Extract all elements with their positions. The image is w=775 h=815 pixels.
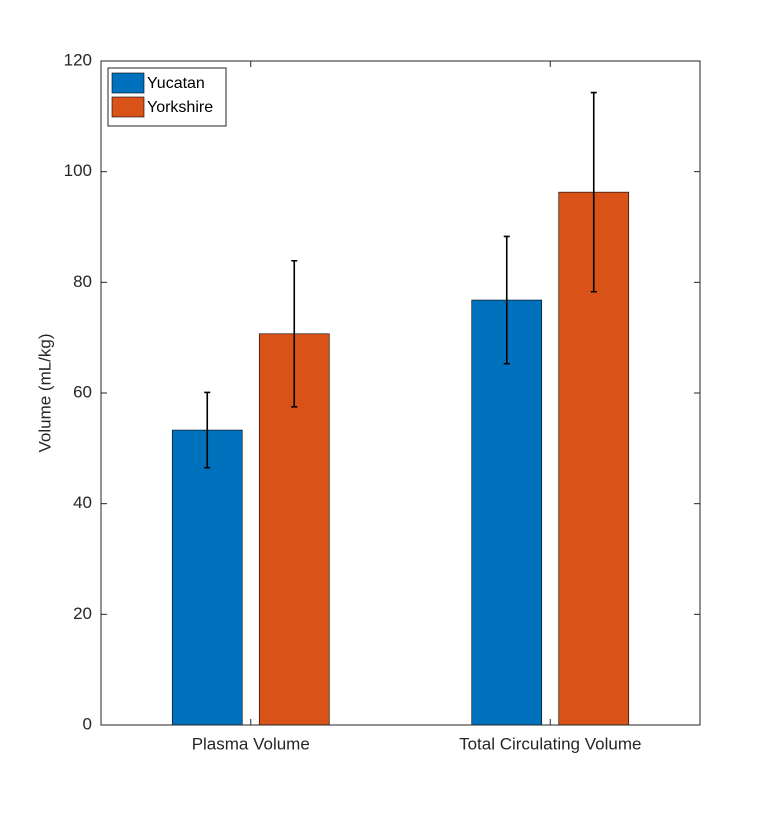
y-tick-label: 100: [64, 161, 92, 180]
plot-frame: [100, 60, 701, 726]
y-tick-label: 20: [73, 604, 92, 623]
error-bar: [204, 391, 211, 469]
legend-label: Yucatan: [147, 75, 205, 92]
legend-label: Yorkshire: [147, 99, 213, 116]
y-tick-label: 120: [64, 50, 92, 69]
y-tick-label: 80: [73, 272, 92, 291]
legend-swatch: [111, 72, 145, 94]
x-tick-label: Total Circulating Volume: [459, 734, 641, 753]
error-bar: [291, 259, 298, 408]
error-bar: [503, 235, 510, 365]
y-axis-label: Volume (mL/kg): [35, 333, 54, 452]
bar: [471, 299, 543, 726]
y-tick-label: 40: [73, 493, 92, 512]
y-tick-label: 60: [73, 382, 92, 401]
legend-swatch: [111, 96, 145, 118]
x-tick-label: Plasma Volume: [192, 734, 310, 753]
bar: [171, 429, 243, 726]
error-bar: [590, 91, 597, 293]
y-tick-label: 0: [83, 714, 92, 733]
